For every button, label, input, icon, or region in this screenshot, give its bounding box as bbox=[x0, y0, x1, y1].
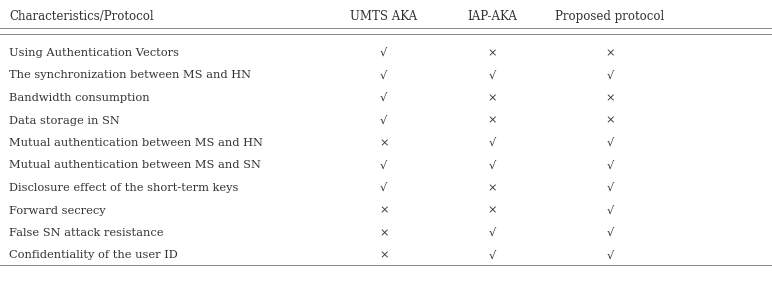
Text: √: √ bbox=[489, 138, 496, 148]
Text: ×: × bbox=[488, 48, 497, 58]
Text: √: √ bbox=[606, 138, 614, 148]
Text: IAP-AKA: IAP-AKA bbox=[468, 10, 517, 23]
Text: UMTS AKA: UMTS AKA bbox=[350, 10, 417, 23]
Text: Using Authentication Vectors: Using Authentication Vectors bbox=[9, 48, 179, 58]
Text: Forward secrecy: Forward secrecy bbox=[9, 206, 106, 215]
Text: Mutual authentication between MS and SN: Mutual authentication between MS and SN bbox=[9, 160, 261, 170]
Text: ×: × bbox=[605, 93, 615, 103]
Text: √: √ bbox=[606, 250, 614, 260]
Text: The synchronization between MS and HN: The synchronization between MS and HN bbox=[9, 70, 251, 80]
Text: √: √ bbox=[380, 116, 388, 125]
Text: False SN attack resistance: False SN attack resistance bbox=[9, 228, 164, 238]
Text: ×: × bbox=[488, 116, 497, 125]
Text: √: √ bbox=[489, 228, 496, 238]
Text: √: √ bbox=[380, 93, 388, 103]
Text: Bandwidth consumption: Bandwidth consumption bbox=[9, 93, 150, 103]
Text: Mutual authentication between MS and HN: Mutual authentication between MS and HN bbox=[9, 138, 263, 148]
Text: Disclosure effect of the short-term keys: Disclosure effect of the short-term keys bbox=[9, 183, 239, 193]
Text: √: √ bbox=[606, 183, 614, 193]
Text: √: √ bbox=[380, 48, 388, 58]
Text: ×: × bbox=[488, 93, 497, 103]
Text: ×: × bbox=[488, 206, 497, 215]
Text: Characteristics/Protocol: Characteristics/Protocol bbox=[9, 10, 154, 23]
Text: ×: × bbox=[488, 183, 497, 193]
Text: √: √ bbox=[489, 70, 496, 80]
Text: √: √ bbox=[489, 160, 496, 170]
Text: √: √ bbox=[380, 70, 388, 80]
Text: √: √ bbox=[606, 160, 614, 170]
Text: ×: × bbox=[605, 116, 615, 125]
Text: ×: × bbox=[379, 228, 388, 238]
Text: Data storage in SN: Data storage in SN bbox=[9, 116, 120, 125]
Text: Proposed protocol: Proposed protocol bbox=[555, 10, 665, 23]
Text: √: √ bbox=[489, 250, 496, 260]
Text: √: √ bbox=[606, 70, 614, 80]
Text: √: √ bbox=[606, 206, 614, 215]
Text: Confidentiality of the user ID: Confidentiality of the user ID bbox=[9, 250, 178, 260]
Text: √: √ bbox=[380, 183, 388, 193]
Text: ×: × bbox=[379, 206, 388, 215]
Text: ×: × bbox=[379, 250, 388, 260]
Text: √: √ bbox=[380, 160, 388, 170]
Text: ×: × bbox=[379, 138, 388, 148]
Text: ×: × bbox=[605, 48, 615, 58]
Text: √: √ bbox=[606, 228, 614, 238]
